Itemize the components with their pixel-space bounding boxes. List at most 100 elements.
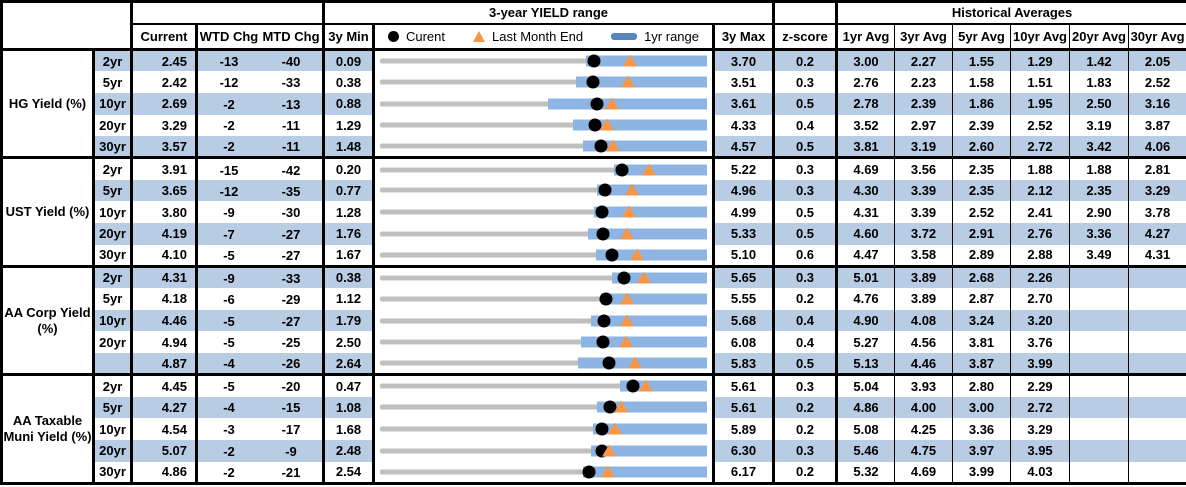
cell-avg-5yr-avg: 2.39 — [952, 114, 1011, 137]
cell-range-chart — [373, 71, 715, 93]
cell-wtd-value: -5 — [223, 379, 235, 395]
cell-mtd-value: -29 — [281, 291, 301, 307]
legend-1yr-range-dash-icon — [611, 32, 638, 40]
last-month-end-triangle — [622, 54, 637, 67]
cell-avg-5yr-avg: 2.52 — [952, 201, 1011, 223]
cell-current: 5.07 — [131, 439, 198, 462]
cell-wtd-mtd: -2 -9 — [196, 439, 325, 462]
cell-avg-20yr-avg — [1069, 288, 1129, 310]
cell-current: 4.27 — [131, 396, 198, 419]
cell-3y-min: 1.79 — [323, 309, 375, 332]
section-label: UST Yield (%) — [1, 156, 95, 267]
range-plot — [380, 378, 707, 397]
cell-avg-1yr-avg: 2.78 — [836, 92, 895, 115]
cell-avg-1yr-avg: 4.69 — [836, 156, 895, 180]
cell-avg-10yr-avg: 1.95 — [1010, 92, 1070, 115]
cell-z-score: 0.2 — [773, 461, 839, 484]
cell-z-score: 0.3 — [773, 179, 839, 202]
cell-z-score: 0.4 — [773, 331, 839, 354]
cell-avg-5yr-avg: 2.91 — [952, 223, 1011, 245]
col-header-mtd: MTD Chg — [262, 29, 320, 45]
cell-avg-30yr-avg: 2.81 — [1128, 156, 1186, 180]
cell-mtd-value: -17 — [281, 422, 301, 438]
3y-range-track — [380, 383, 707, 389]
cell-avg-20yr-avg: 1.83 — [1069, 71, 1129, 93]
cell-mtd-value: -30 — [281, 205, 301, 221]
current-dot — [594, 139, 608, 153]
cell-tenor: 20yr — [93, 223, 133, 245]
cell-avg-10yr-avg: 2.52 — [1010, 114, 1070, 137]
cell-wtd-value: -12 — [219, 183, 239, 199]
cell-3y-min: 0.47 — [323, 373, 375, 397]
cell-z-score: 0.2 — [773, 418, 839, 440]
cell-wtd-mtd: -2 -11 — [196, 114, 325, 137]
1yr-range-bar — [597, 184, 707, 196]
cell-3y-max: 5.61 — [713, 396, 776, 419]
last-month-end-triangle — [599, 118, 614, 131]
cell-mtd-value: -35 — [281, 183, 301, 199]
cell-avg-1yr-avg: 4.31 — [853, 204, 879, 220]
last-month-end-triangle — [628, 356, 643, 369]
cell-avg-30yr-avg: 2.05 — [1128, 48, 1186, 72]
cell-avg-5yr-avg: 2.80 — [952, 373, 1011, 397]
cell-range-chart — [373, 396, 715, 419]
cell-range-chart — [373, 353, 715, 375]
cell-avg-20yr-avg: 1.42 — [1069, 48, 1129, 72]
cell-3y-max: 3.51 — [713, 71, 776, 93]
range-plot — [380, 269, 707, 288]
cell-3y-max: 5.55 — [713, 288, 776, 310]
table-row: UST Yield (%) 2yr 3.91 -15 -42 0.20 5.22 0.3 4.6… — [1, 156, 1186, 267]
cell-avg-10yr-avg: 2.72 — [1010, 136, 1070, 158]
range-plot — [380, 223, 707, 245]
cell-current: 3.57 — [131, 136, 198, 158]
current-dot — [586, 75, 600, 89]
table-row: 30yr 4.10 -5 -27 1.67 5.10 0.6 4.47 3.58 2.89 2.88… — [2, 244, 1186, 267]
cell-wtd-mtd: -2 -11 — [196, 136, 325, 158]
section-label: AA Taxable Muni Yield (%) — [1, 373, 95, 484]
cell-current: 2.45 — [131, 48, 198, 72]
current-dot — [615, 163, 629, 177]
last-month-end-triangle — [620, 75, 635, 88]
cell-avg-5yr-avg: 3.97 — [952, 439, 1011, 462]
col-header-5yr-avg: 5yr Avg — [952, 22, 1011, 51]
cell-avg-5yr-avg: 1.55 — [952, 48, 1011, 72]
cell-avg-3yr-avg: 2.23 — [894, 71, 953, 93]
cell-current: 4.46 — [131, 309, 198, 332]
cell-avg-5yr-avg: 3.24 — [952, 309, 1011, 332]
range-plot — [380, 180, 707, 202]
cell-avg-10yr-avg: 1.51 — [1010, 71, 1070, 93]
cell-wtd-mtd: -6 -29 — [196, 288, 325, 310]
cell-range-chart — [373, 373, 715, 397]
cell-current: 4.94 — [131, 331, 198, 354]
cell-3y-max: 4.57 — [713, 136, 776, 158]
cell-avg-10yr-avg: 4.03 — [1010, 461, 1070, 484]
cell-avg-20yr-avg — [1069, 396, 1129, 419]
cell-3y-min: 1.68 — [323, 418, 375, 440]
cell-current: 3.29 — [131, 114, 198, 137]
cell-avg-30yr-avg — [1128, 353, 1186, 375]
cell-z-score: 0.3 — [773, 439, 839, 462]
table-row: 20yr 3.29 -2 -11 1.29 4.33 0.4 3.52 2.97 2.39 2.52… — [2, 114, 1186, 137]
cell-wtd-mtd: -5 -27 — [196, 309, 325, 332]
cell-avg-20yr-avg — [1069, 373, 1129, 397]
cell-3y-max: 5.68 — [713, 309, 776, 332]
table-row: 30yr 4.86 -2 -21 2.54 6.17 0.2 5.32 4.69 3.99 4.03 — [2, 461, 1186, 484]
corner-blank-cell — [1, 1, 133, 51]
cell-wtd-value: -4 — [223, 400, 235, 416]
cell-mtd-value: -15 — [281, 400, 301, 416]
chart-legend: Curent Last Month End 1yr range — [373, 22, 715, 51]
cell-avg-3yr-avg: 4.69 — [894, 461, 953, 484]
last-month-end-triangle — [618, 335, 633, 348]
3y-range-track — [380, 360, 707, 366]
cell-mtd-value: -11 — [281, 139, 301, 155]
range-plot — [380, 201, 707, 223]
cell-avg-20yr-avg: 3.36 — [1069, 223, 1129, 245]
cell-current: 4.10 — [131, 244, 198, 267]
cell-avg-3yr-avg: 4.00 — [894, 396, 953, 419]
cell-3y-max: 5.33 — [713, 223, 776, 245]
cell-range-chart — [373, 331, 715, 354]
last-month-end-triangle — [630, 248, 645, 261]
cell-wtd-mtd: -12 -33 — [196, 71, 325, 93]
last-month-end-triangle — [608, 422, 623, 435]
1yr-range-bar — [586, 55, 707, 67]
